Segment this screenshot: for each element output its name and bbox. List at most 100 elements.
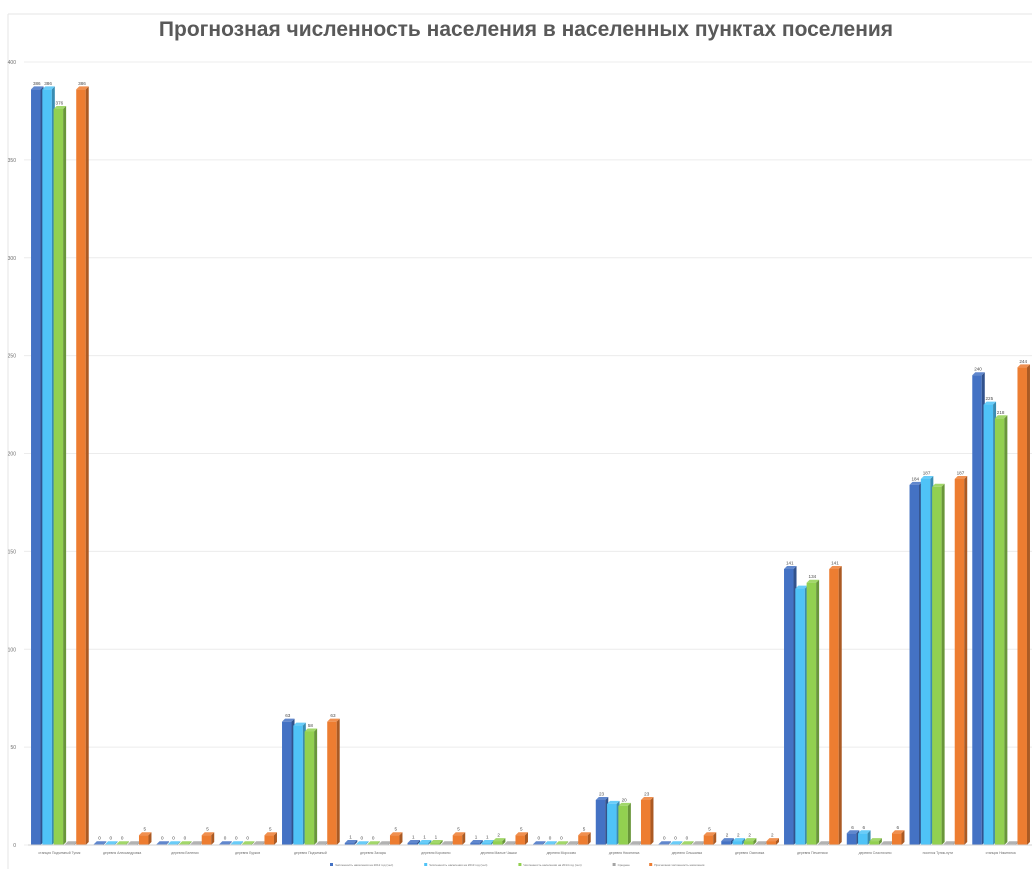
bar-top: [943, 841, 956, 845]
chart-title: Прогнозная численность населения в насел…: [158, 18, 894, 41]
bar: [994, 418, 1005, 845]
bar-top: [253, 841, 266, 845]
bar-top: [304, 728, 318, 732]
bar-top: [219, 841, 232, 845]
bar-side: [587, 832, 591, 845]
bar-side: [166, 841, 170, 845]
bar-side: [314, 728, 318, 845]
bar-side: [627, 802, 631, 845]
bar-top: [492, 838, 506, 842]
bar-side: [668, 841, 672, 845]
data-label: 0: [98, 836, 101, 841]
bar-top: [703, 832, 717, 836]
bar-top: [105, 841, 118, 845]
bar: [891, 833, 902, 845]
bar-top: [983, 401, 997, 405]
category-label: деревня Беленки: [171, 851, 198, 855]
data-label: 0: [686, 836, 689, 841]
bar-top: [607, 800, 620, 804]
y-tick-label: 50: [10, 745, 16, 751]
bar: [264, 835, 274, 845]
data-label: 240: [974, 367, 982, 372]
data-label: 63: [330, 713, 336, 718]
bar-top: [920, 475, 934, 479]
bar: [983, 404, 994, 845]
bar-top: [566, 841, 580, 845]
bar-top: [327, 718, 340, 722]
category-label: деревня Малые Чашки: [480, 851, 516, 855]
bar-top: [858, 830, 871, 834]
bar: [743, 841, 754, 845]
data-label: 0: [372, 836, 375, 841]
bar-top: [515, 832, 528, 836]
bar-top: [344, 840, 358, 844]
data-label: 5: [583, 827, 586, 832]
data-label: 2: [771, 833, 774, 838]
bar-side: [690, 841, 694, 845]
data-label: 0: [110, 836, 113, 841]
bar-top: [880, 841, 894, 845]
data-label: 0: [246, 836, 249, 841]
bar: [344, 843, 355, 845]
bar-top: [806, 579, 820, 583]
category-label: деревня Морозово: [547, 851, 577, 855]
data-label: 1: [349, 835, 352, 840]
bar: [515, 835, 525, 845]
category-label: деревня Подъемный: [294, 851, 327, 855]
bar-top: [743, 838, 757, 842]
bar-top: [640, 796, 654, 800]
bar-top: [544, 841, 557, 845]
bar: [201, 835, 212, 845]
bar-top: [829, 565, 842, 569]
category-label: деревня Осиповка: [735, 851, 764, 855]
bar-top: [846, 830, 860, 834]
bar-side: [462, 832, 466, 845]
bar: [795, 588, 805, 845]
data-label: 0: [161, 836, 164, 841]
legend-swatch: [649, 863, 653, 866]
bar-top: [732, 838, 746, 842]
data-label: 0: [184, 836, 187, 841]
bar-side: [417, 840, 421, 845]
bar: [430, 843, 440, 845]
bar-top: [692, 841, 705, 845]
y-tick-label: 150: [8, 549, 17, 555]
data-label: 5: [457, 827, 460, 832]
bar: [327, 721, 337, 845]
bar-top: [1017, 364, 1030, 368]
data-label: 2: [748, 833, 751, 838]
data-label: 134: [809, 574, 817, 579]
bar: [721, 841, 731, 845]
bar-top: [932, 483, 945, 487]
bar-side: [524, 832, 528, 845]
category-label: деревня Захары: [360, 851, 386, 855]
bar: [492, 841, 503, 845]
data-label: 0: [224, 836, 227, 841]
data-label: 1: [423, 835, 426, 840]
data-label: 0: [674, 836, 677, 841]
category-label: деревня Никитинка: [609, 851, 640, 855]
bar-side: [679, 841, 683, 845]
bar-side: [63, 105, 67, 846]
bar-side: [479, 840, 483, 845]
bar: [732, 841, 743, 845]
data-label: 187: [957, 470, 965, 475]
y-tick-label: 350: [8, 158, 17, 164]
legend-label: Численность населения на 2013 год (чел): [429, 863, 487, 867]
data-label: 218: [997, 410, 1005, 415]
bar: [703, 835, 714, 845]
bar-side: [211, 832, 215, 845]
y-tick-label: 0: [13, 843, 16, 849]
bar-side: [354, 840, 358, 845]
bar-side: [188, 841, 192, 845]
bar-top: [378, 841, 392, 845]
bar-side: [542, 841, 546, 845]
data-label: 63: [285, 713, 291, 718]
bar-top: [93, 841, 107, 845]
bar-top: [452, 832, 466, 836]
bar: [869, 841, 879, 845]
data-label: 386: [33, 81, 41, 86]
bar-top: [578, 832, 591, 836]
bar-top: [293, 722, 306, 726]
